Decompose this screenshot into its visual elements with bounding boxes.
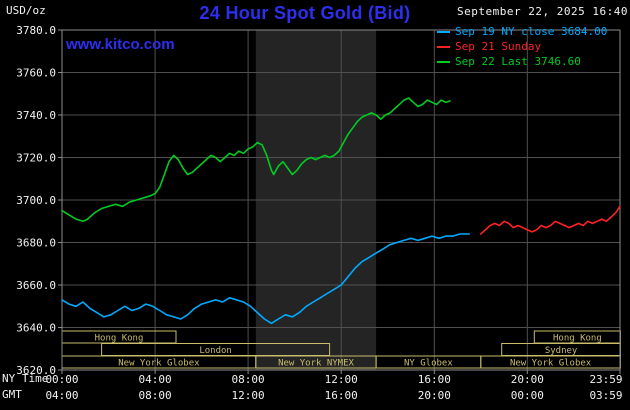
- y-tick-label: 3700.0: [16, 194, 56, 207]
- session-label: New York NYMEX: [278, 359, 354, 369]
- session-label: New York Globex: [510, 359, 592, 369]
- legend-item: Sep 21 Sunday: [437, 40, 607, 53]
- legend-item-label: Sep 19 NY close 3684.00: [455, 25, 608, 38]
- x-tick-label-gmt: 12:00: [232, 389, 265, 402]
- y-tick-label: 3780.0: [16, 24, 56, 37]
- legend-item-label: Sep 21 Sunday: [455, 40, 542, 53]
- legend: Sep 19 NY close 3684.00 Sep 21 Sunday Sep …: [437, 25, 607, 68]
- x-tick-label-ny: 12:00: [325, 373, 358, 386]
- legend-item-label: Sep 22 Last 3746.60: [455, 55, 581, 68]
- legend-line-swatch: [437, 45, 450, 48]
- y-tick-label: 3640.0: [16, 322, 56, 335]
- page-title: 24 Hour Spot Gold (Bid): [199, 3, 411, 23]
- kitco-watermark-link[interactable]: www.kitco.com: [66, 36, 175, 53]
- series-line-sep-19: [61, 233, 471, 325]
- gmt-axis-caption: GMT: [2, 388, 22, 401]
- x-tick-label-gmt: 03:59: [589, 389, 622, 402]
- x-tick-label-gmt: 04:00: [45, 389, 78, 402]
- y-tick-label: 3740.0: [16, 109, 56, 122]
- session-label: Hong Kong: [553, 334, 602, 344]
- series-line-sep-22: [61, 97, 451, 223]
- y-tick-label: 3620.0: [16, 364, 56, 377]
- x-tick-label-gmt: 16:00: [325, 389, 358, 402]
- session-label: Sydney: [545, 346, 578, 356]
- x-tick-label-ny: 23:59: [589, 373, 622, 386]
- y-tick-label: 3680.0: [16, 237, 56, 250]
- y-tick-label: 3660.0: [16, 279, 56, 292]
- x-tick-label-gmt: 08:00: [139, 389, 172, 402]
- y-tick-label: 3760.0: [16, 67, 56, 80]
- datetime-label: September 22, 2025 16:40: [457, 5, 628, 18]
- session-label: New York Globex: [118, 359, 200, 369]
- legend-line-swatch: [437, 30, 450, 33]
- x-tick-label-ny: 20:00: [511, 373, 544, 386]
- x-tick-label-ny: 04:00: [139, 373, 172, 386]
- session-label: NY Globex: [404, 359, 453, 369]
- session-label: London: [199, 346, 232, 356]
- ny-time-axis-caption: NY Time: [2, 372, 49, 385]
- x-tick-label-ny: 16:00: [418, 373, 451, 386]
- unit-label: USD/oz: [6, 4, 46, 17]
- legend-line-swatch: [437, 60, 450, 63]
- x-tick-label-gmt: 00:00: [511, 389, 544, 402]
- legend-item: Sep 19 NY close 3684.00: [437, 25, 607, 38]
- x-tick-label-gmt: 20:00: [418, 389, 451, 402]
- x-tick-label-ny: 00:00: [45, 373, 78, 386]
- series-line-sep-21: [479, 205, 621, 235]
- y-tick-label: 3720.0: [16, 152, 56, 165]
- session-label: Hong Kong: [95, 334, 144, 344]
- legend-item: Sep 22 Last 3746.60: [437, 55, 607, 68]
- x-tick-label-ny: 08:00: [232, 373, 265, 386]
